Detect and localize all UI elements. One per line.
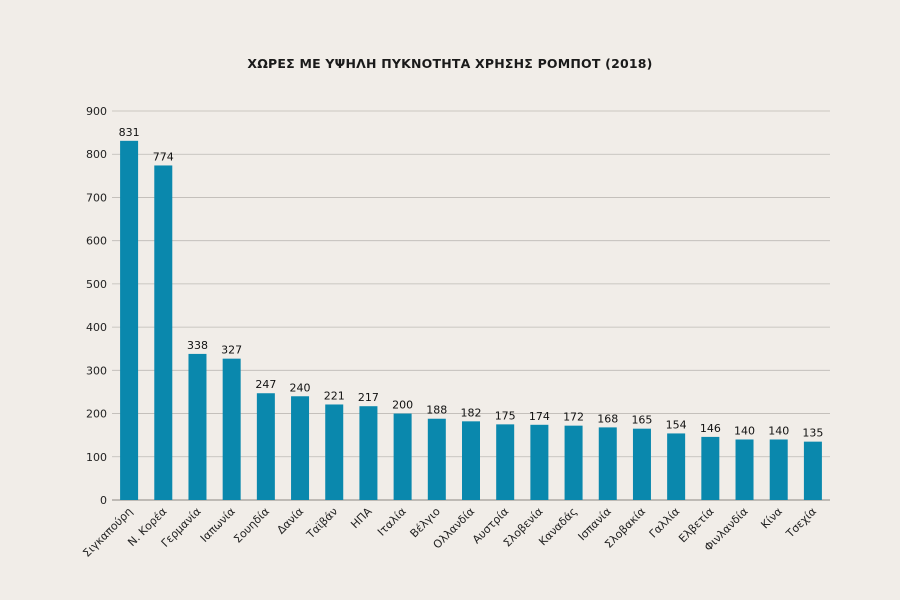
data-label: 146 xyxy=(700,422,721,435)
data-label: 831 xyxy=(119,126,140,139)
bar xyxy=(188,353,207,500)
y-tick-label: 600 xyxy=(86,235,107,248)
category-label: Δανία xyxy=(274,505,306,537)
data-label: 327 xyxy=(221,344,242,357)
category-label: Ιαπωνία xyxy=(198,505,238,545)
bar xyxy=(769,439,788,500)
bars xyxy=(120,140,822,500)
y-tick-label: 700 xyxy=(86,191,107,204)
bar xyxy=(359,406,378,500)
bar xyxy=(462,421,480,500)
data-label: 135 xyxy=(802,427,823,440)
category-label: Ιταλία xyxy=(375,505,409,539)
y-tick-label: 0 xyxy=(100,494,107,507)
data-label: 140 xyxy=(734,424,755,437)
y-tick-label: 900 xyxy=(86,105,107,118)
data-label: 240 xyxy=(290,381,311,394)
bar xyxy=(564,425,583,500)
y-axis-ticks: 0 100 200 300 400 500 600 700 800 900 xyxy=(86,105,107,507)
bar xyxy=(120,140,139,500)
bar xyxy=(427,418,446,500)
data-label: 182 xyxy=(461,406,482,419)
y-tick-label: 200 xyxy=(86,408,107,421)
data-label: 188 xyxy=(426,404,447,417)
data-label: 175 xyxy=(495,409,516,422)
bar xyxy=(154,165,173,500)
data-label: 217 xyxy=(358,391,379,404)
bar xyxy=(256,393,275,500)
y-tick-label: 800 xyxy=(86,148,107,161)
bar xyxy=(496,424,515,500)
category-label: Ταϊβάν xyxy=(304,505,341,542)
data-label: 247 xyxy=(255,378,276,391)
category-label: Σουηδία xyxy=(231,505,272,546)
bar xyxy=(701,436,720,500)
category-label: Τσεχία xyxy=(783,505,819,541)
bar xyxy=(291,396,310,500)
y-tick-label: 100 xyxy=(86,451,107,464)
data-labels: 831 774 338 327 247 240 221 217 200 188 182 175 174 1… xyxy=(119,126,824,440)
data-label: 774 xyxy=(153,150,174,163)
category-label: Σιγκαπούρη xyxy=(80,505,135,560)
y-tick-label: 400 xyxy=(86,321,107,334)
data-label: 165 xyxy=(631,414,652,427)
bar xyxy=(393,413,412,500)
y-tick-label: 300 xyxy=(86,364,107,377)
bar xyxy=(667,433,686,500)
data-label: 154 xyxy=(666,418,687,431)
bar xyxy=(803,441,822,500)
data-label: 338 xyxy=(187,339,208,352)
data-label: 168 xyxy=(597,412,618,425)
bar xyxy=(222,358,241,500)
y-tick-label: 500 xyxy=(86,278,107,291)
data-label: 200 xyxy=(392,399,413,412)
data-label: 172 xyxy=(563,411,584,424)
bar xyxy=(735,439,754,500)
category-label: Κίνα xyxy=(758,505,784,531)
data-label: 174 xyxy=(529,410,550,423)
data-label: 140 xyxy=(768,424,789,437)
bar xyxy=(325,404,344,500)
data-label: 221 xyxy=(324,389,345,402)
category-label: Καναδάς xyxy=(536,505,579,548)
bar xyxy=(530,424,549,500)
bar xyxy=(598,427,617,500)
chart-title: ΧΩΡΕΣ ΜΕ ΥΨΗΛΗ ΠΥΚΝΟΤΗΤΑ ΧΡΗΣΗΣ ΡΟΜΠΟΤ (… xyxy=(247,56,653,71)
category-label: ΗΠΑ xyxy=(348,505,375,532)
bar xyxy=(632,428,651,500)
